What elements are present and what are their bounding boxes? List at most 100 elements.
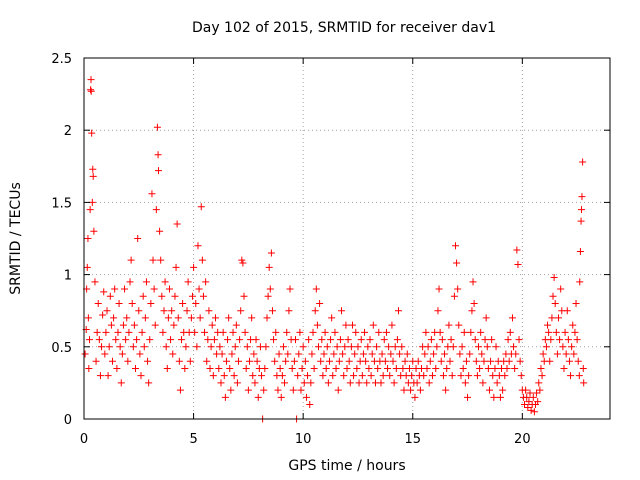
x-tick-label: 5 — [189, 432, 197, 447]
data-point — [311, 307, 319, 315]
data-point — [201, 328, 209, 336]
data-point — [91, 278, 99, 286]
data-point — [536, 386, 544, 394]
data-point — [84, 314, 92, 322]
data-point — [312, 285, 320, 293]
data-point — [384, 364, 392, 372]
data-point — [443, 364, 451, 372]
data-point — [205, 307, 213, 315]
data-point — [392, 364, 400, 372]
data-point — [389, 357, 397, 365]
data-point — [116, 343, 124, 351]
data-point — [379, 372, 387, 380]
data-point — [481, 336, 489, 344]
data-point — [569, 321, 577, 329]
data-point — [215, 364, 223, 372]
data-point — [176, 386, 184, 394]
data-point — [477, 328, 485, 336]
data-point — [158, 292, 166, 300]
data-point — [104, 372, 112, 380]
data-point — [87, 87, 95, 95]
data-point — [277, 393, 285, 401]
data-point — [121, 285, 129, 293]
data-point — [275, 350, 283, 358]
data-point — [182, 343, 190, 351]
data-point — [113, 364, 121, 372]
data-point — [435, 285, 443, 293]
data-point — [405, 364, 413, 372]
data-point — [523, 393, 531, 401]
data-point — [508, 314, 516, 322]
data-point — [140, 343, 148, 351]
data-point — [230, 372, 238, 380]
data-point — [468, 307, 476, 315]
data-point — [126, 278, 134, 286]
data-point — [334, 386, 342, 394]
data-point — [375, 328, 383, 336]
data-point — [351, 350, 359, 358]
data-point — [103, 307, 111, 315]
data-point — [346, 379, 354, 387]
data-point — [535, 379, 543, 387]
data-point — [522, 386, 530, 394]
data-point — [145, 379, 153, 387]
data-point — [524, 403, 532, 411]
data-point — [81, 350, 89, 358]
data-point — [550, 273, 558, 281]
data-point — [235, 357, 243, 365]
data-point — [191, 328, 199, 336]
data-point — [534, 398, 542, 406]
data-point — [96, 372, 104, 380]
data-point — [222, 357, 230, 365]
data-point — [386, 372, 394, 380]
data-point — [466, 350, 474, 358]
data-point — [457, 372, 465, 380]
data-point — [453, 259, 461, 267]
data-point — [469, 278, 477, 286]
data-point — [298, 364, 306, 372]
data-point — [125, 328, 133, 336]
data-point — [90, 227, 98, 235]
data-point — [274, 386, 282, 394]
data-point — [454, 285, 462, 293]
data-point — [296, 328, 304, 336]
data-point — [229, 328, 237, 336]
data-point — [512, 350, 520, 358]
data-point — [352, 328, 360, 336]
data-point — [144, 357, 152, 365]
data-point — [99, 311, 107, 319]
data-point — [231, 343, 239, 351]
data-point — [208, 321, 216, 329]
data-point — [514, 260, 522, 268]
data-point — [442, 386, 450, 394]
data-point — [248, 314, 256, 322]
data-point — [546, 357, 554, 365]
chart-title: Day 102 of 2015, SRMTID for receiver dav… — [192, 20, 496, 36]
data-point — [331, 328, 339, 336]
data-point — [328, 314, 336, 322]
data-point — [574, 357, 582, 365]
data-point — [459, 364, 467, 372]
data-point — [460, 328, 468, 336]
data-point — [306, 401, 314, 409]
data-point — [395, 307, 403, 315]
data-point — [324, 379, 332, 387]
data-point — [130, 321, 138, 329]
data-point — [557, 285, 565, 293]
data-point — [198, 256, 206, 264]
data-point — [332, 364, 340, 372]
data-point — [505, 357, 513, 365]
data-point — [278, 372, 286, 380]
data-point — [526, 389, 534, 397]
data-point — [92, 357, 100, 365]
data-point — [295, 350, 303, 358]
data-point — [396, 350, 404, 358]
data-point — [499, 386, 507, 394]
data-point — [350, 372, 358, 380]
data-point — [268, 307, 276, 315]
data-point — [95, 336, 103, 344]
data-point — [318, 336, 326, 344]
data-point — [578, 193, 586, 201]
data-point — [98, 343, 106, 351]
